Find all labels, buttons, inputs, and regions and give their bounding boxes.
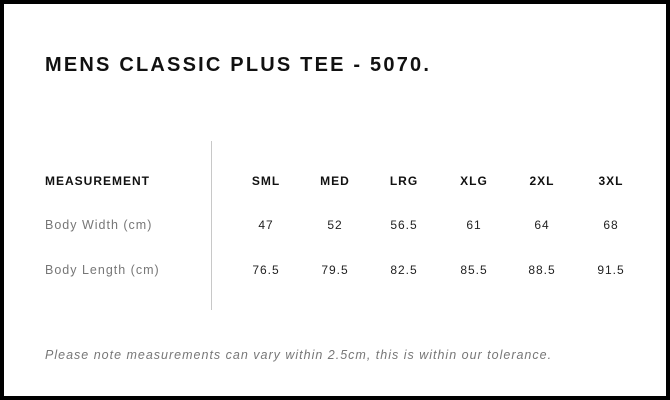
column-divider (211, 141, 212, 310)
table-cell: 68 (603, 218, 619, 232)
row-label: Body Length (cm) (45, 263, 160, 277)
size-header: XLG (460, 174, 488, 188)
size-header: 3XL (598, 174, 624, 188)
table-cell: 76.5 (252, 263, 280, 277)
tolerance-note: Please note measurements can vary within… (45, 348, 553, 362)
table-cell: 47 (258, 218, 274, 232)
measurement-header: MEASUREMENT (45, 174, 151, 188)
table-cell: 82.5 (390, 263, 418, 277)
size-header: SML (251, 174, 281, 188)
size-chart-card: MENS CLASSIC PLUS TEE - 5070. MEASUREMEN… (4, 4, 666, 396)
table-cell: 61 (466, 218, 482, 232)
size-header: MED (320, 174, 350, 188)
table-cell: 52 (327, 218, 343, 232)
row-label: Body Width (cm) (45, 218, 153, 232)
page-title: MENS CLASSIC PLUS TEE - 5070. (45, 54, 432, 76)
table-cell: 91.5 (597, 263, 625, 277)
size-header: 2XL (529, 174, 555, 188)
table-cell: 85.5 (460, 263, 488, 277)
table-cell: 56.5 (390, 218, 418, 232)
table-cell: 79.5 (321, 263, 349, 277)
table-cell: 88.5 (528, 263, 556, 277)
table-cell: 64 (534, 218, 550, 232)
size-header: LRG (389, 174, 419, 188)
